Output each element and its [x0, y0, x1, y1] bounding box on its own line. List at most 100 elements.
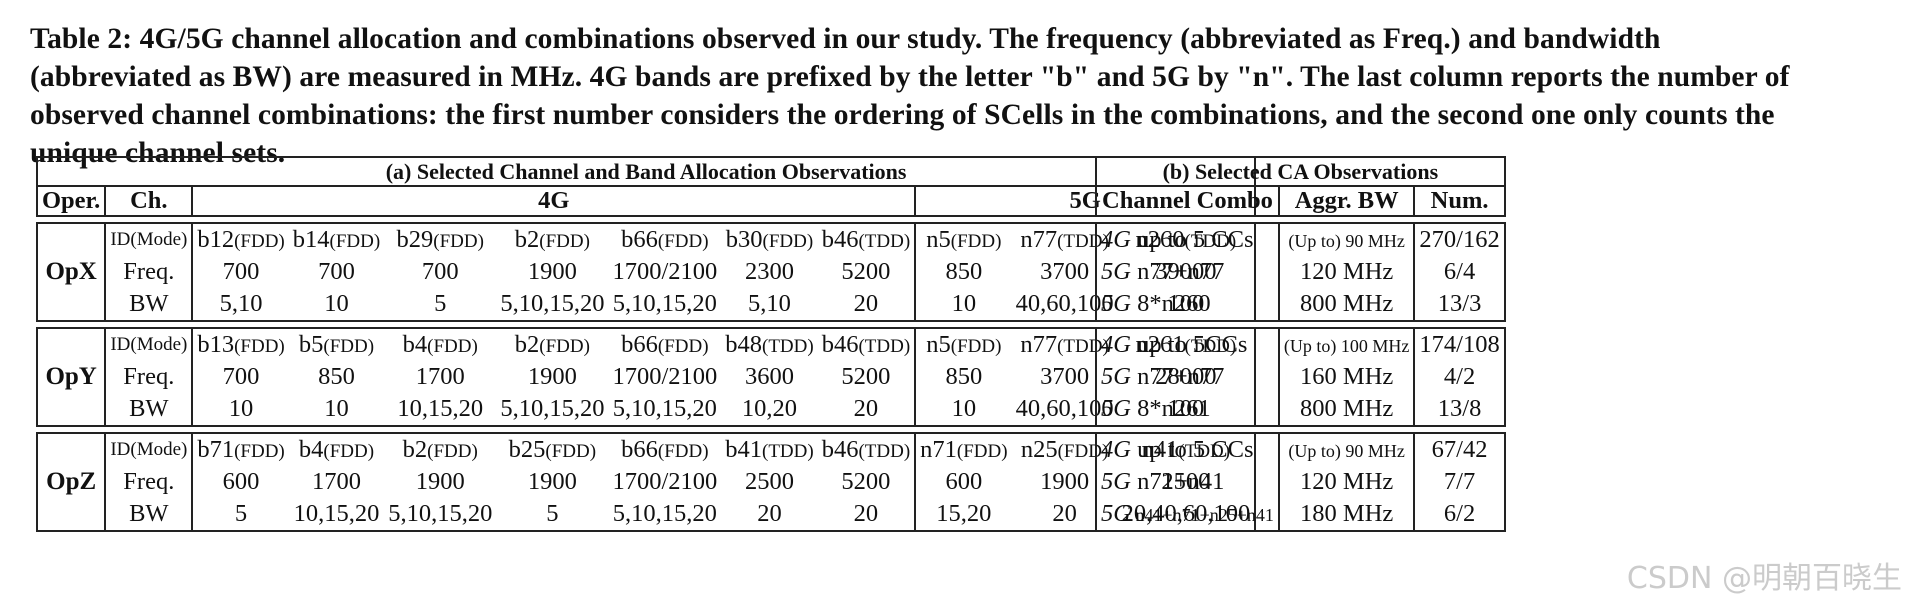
table-cell: 600: [222, 468, 260, 495]
band-id: b30: [725, 226, 763, 253]
band-id: b41: [725, 436, 762, 463]
table-row: 5G 8*n261 800 MHz 13/8: [1095, 393, 1506, 427]
channel-combo-cell: 4G up to 5CCs: [1095, 327, 1280, 361]
table-row: Freq. 700 700 700 1900 1700/2100 2300 5200 850 37…: [37, 256, 1257, 288]
band-mode: (FDD): [956, 441, 1008, 462]
table-row: 4G up to 5 CCs (Up to) 90 MHz 67/42: [1095, 432, 1506, 466]
table-cell: 3700: [1040, 258, 1090, 285]
table-row: 5G 8*n260 800 MHz 13/3: [1095, 288, 1506, 322]
num-cell: 6/2: [1414, 498, 1506, 532]
column-header-oper: Oper.: [35, 185, 107, 217]
band-mode: (FDD): [657, 441, 709, 462]
table-row: Freq. 600 1700 1900 1900 1700/2100 2500 5200 600…: [37, 466, 1257, 498]
operator-label: OpZ: [35, 432, 107, 532]
table-cell: 10,20: [721, 393, 818, 427]
channel-combo-cell: 5G n71+n41: [1095, 466, 1280, 498]
channel-allocation-table: (a) Selected Channel and Band Allocation…: [35, 156, 1257, 532]
table-cell: n71(FDD): [914, 432, 1012, 466]
table-cell: b2(FDD): [384, 432, 497, 466]
row-label: ID(Mode): [105, 327, 194, 361]
table-b-title: (b) Selected CA Observations: [1095, 156, 1506, 187]
table-cell: 1900: [527, 258, 577, 285]
table-cell: b30(FDD): [721, 222, 818, 256]
table-cell: b2(FDD): [496, 222, 609, 256]
table-cell: 850: [914, 361, 1012, 393]
band-id: b46: [821, 226, 859, 253]
table-cell: 5,10,15,20: [608, 393, 722, 427]
table-cell: b13(FDD): [192, 327, 289, 361]
table-cell: 20: [721, 498, 818, 532]
table-cell: b41(TDD): [721, 432, 818, 466]
channel-combo-cell: 4G up to 5 CCs: [1095, 222, 1280, 256]
band-id: n5: [926, 226, 951, 253]
generation-label: 5G: [1101, 258, 1131, 285]
aggr-bw-cell: 800 MHz: [1278, 393, 1416, 427]
band-mode: (FDD): [234, 336, 285, 357]
table-cell: b2(FDD): [496, 327, 609, 361]
aggr-bw-upto: (Up to) 90 MHz: [1288, 231, 1405, 251]
table-cell: 1900: [415, 468, 465, 495]
band-mode: (FDD): [329, 231, 381, 252]
table-cell: 5200: [841, 468, 891, 495]
table-cell: 5,10,15,20: [384, 498, 497, 532]
combo-text: n77+n77: [1130, 258, 1225, 285]
row-label: BW: [105, 393, 194, 427]
table-row: 4G up to 5 CCs (Up to) 90 MHz 270/162: [1095, 222, 1506, 256]
table-cell: b48(TDD): [721, 327, 818, 361]
aggr-bw-upto: (Up to) 90 MHz: [1288, 441, 1405, 461]
band-mode: (FDD): [433, 231, 484, 252]
band-mode: (FDD): [234, 231, 285, 252]
channel-combo-cell: 4G up to 5 CCs: [1095, 432, 1280, 466]
band-id: b12: [197, 226, 235, 253]
band-id: b25: [508, 436, 546, 463]
table-cell: 1900: [527, 468, 577, 495]
band-id: b48: [725, 331, 762, 358]
table-cell: 5200: [841, 258, 891, 285]
table-row: BW 5,10 10 5 5,10,15,20 5,10,15,20 5,10 20 10 40,…: [37, 288, 1257, 322]
band-mode: (FDD): [323, 441, 375, 462]
operator-label: OpX: [35, 222, 107, 322]
watermark: CSDN @明朝百晓生: [1626, 561, 1902, 596]
table-cell: 5,10,15,20: [608, 498, 722, 532]
table-cell: 20: [817, 498, 916, 532]
band-id: b71: [197, 436, 235, 463]
band-id: b13: [197, 331, 235, 358]
band-mode: (FDD): [539, 231, 590, 252]
channel-combo-cell: 5G n77+n77: [1095, 256, 1280, 288]
num-cell: 13/3: [1414, 288, 1506, 322]
row-label: Freq.: [105, 361, 194, 393]
table-cell: 2300: [744, 258, 794, 285]
table-cell: 3700: [1040, 363, 1090, 390]
table-cell: b14(FDD): [288, 222, 385, 256]
channel-combo-cell: 5G n77+n77: [1095, 361, 1280, 393]
generation-label: 4G: [1101, 226, 1131, 253]
generation-label: 5G: [1101, 500, 1131, 527]
band-mode: (FDD): [762, 231, 814, 252]
channel-combo-cell: 5G 8*n261: [1095, 393, 1280, 427]
table-a-title: (a) Selected Channel and Band Allocation…: [35, 156, 1257, 187]
table-cell: b12(FDD): [192, 222, 289, 256]
band-id: n25: [1020, 436, 1058, 463]
table-cell: b4(FDD): [288, 432, 385, 466]
column-header-aggr-bw: Aggr. BW: [1277, 185, 1416, 217]
band-mode: (FDD): [427, 336, 478, 357]
num-cell: 6/4: [1414, 256, 1506, 288]
band-mode: (TDD): [858, 231, 911, 252]
generation-label: 5G: [1101, 363, 1131, 390]
aggr-bw-cell: 120 MHz: [1278, 466, 1416, 498]
band-mode: (FDD): [539, 336, 590, 357]
row-label: ID(Mode): [105, 432, 194, 466]
table-cell: b29(FDD): [384, 222, 497, 256]
table-cell: b46(TDD): [817, 222, 916, 256]
table-cell: 5: [384, 288, 497, 322]
row-label: BW: [105, 498, 194, 532]
num-cell: 4/2: [1414, 361, 1506, 393]
table-cell: b25(FDD): [496, 432, 609, 466]
table-row: BW 5 10,15,20 5,10,15,20 5 5,10,15,20 20 20 15,2…: [37, 498, 1257, 532]
band-mode: (TDD): [858, 336, 911, 357]
combo-text: n71+n41: [1130, 468, 1225, 495]
band-id: b46: [821, 436, 859, 463]
column-header-num: Num.: [1413, 185, 1506, 217]
table-cell: 5,10,15,20: [496, 288, 609, 322]
combo-text: up to 5CCs: [1130, 331, 1248, 358]
